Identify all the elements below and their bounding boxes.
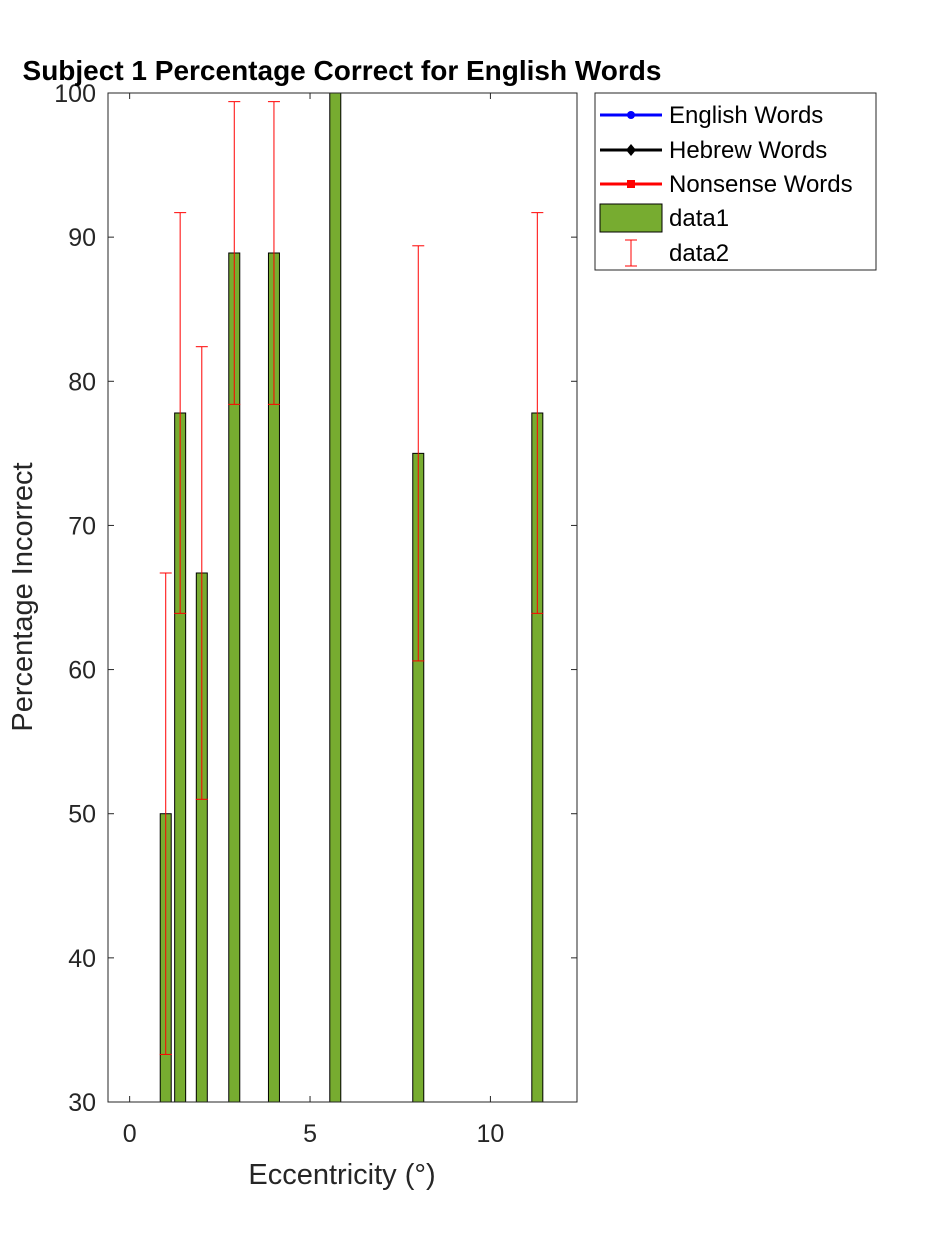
- axes-box: [107, 92, 578, 1103]
- x-tick-label: 0: [123, 1120, 137, 1148]
- legend-item: Nonsense Words: [600, 171, 853, 198]
- legend-item: Hebrew Words: [600, 137, 827, 164]
- error-bar: [159, 572, 172, 1055]
- legend: English Words Hebrew Words Nonsense Words d…: [594, 92, 877, 271]
- error-bar: [195, 346, 208, 800]
- x-tick-label: 5: [303, 1120, 317, 1148]
- error-bar: [228, 101, 241, 405]
- legend-box: [594, 92, 877, 271]
- y-tick-label: 30: [68, 1089, 96, 1117]
- y-tick-label: 80: [68, 368, 96, 396]
- error-bar: [174, 212, 187, 614]
- legend-label: data2: [669, 240, 729, 267]
- errorbars-group: [159, 101, 544, 1055]
- y-tick-label: 40: [68, 945, 96, 973]
- x-tick-label: 10: [477, 1120, 505, 1148]
- x-axis-label: Eccentricity (°): [248, 1159, 435, 1191]
- y-tick-label: 70: [68, 512, 96, 540]
- chart-title: Subject 1 Percentage Correct for English…: [23, 55, 662, 86]
- y-tick-label: 60: [68, 657, 96, 685]
- legend-label: Nonsense Words: [669, 171, 853, 198]
- plot-area: [108, 93, 577, 1102]
- bar-swatch-icon: [599, 203, 663, 233]
- bar: [329, 92, 342, 1103]
- legend-item: English Words: [600, 102, 823, 129]
- square-marker-icon: [627, 180, 635, 188]
- legend-item: data1: [599, 203, 729, 233]
- error-bar: [412, 245, 425, 662]
- legend-label: English Words: [669, 102, 823, 129]
- error-bar: [267, 101, 280, 405]
- ticks-group: 30 40 50 60 70 80 90 100 0 5 10: [54, 80, 577, 1148]
- y-tick-label: 100: [54, 80, 96, 108]
- y-tick-label: 50: [68, 801, 96, 829]
- legend-label: data1: [669, 205, 729, 232]
- legend-item: data2: [625, 239, 729, 267]
- y-axis-label: Percentage Incorrect: [7, 462, 39, 731]
- diamond-marker-icon: [626, 144, 636, 156]
- y-tick-label: 90: [68, 224, 96, 252]
- legend-label: Hebrew Words: [669, 137, 827, 164]
- error-bar: [531, 212, 544, 614]
- circle-marker-icon: [627, 111, 635, 119]
- errorbar-swatch-icon: [625, 239, 637, 267]
